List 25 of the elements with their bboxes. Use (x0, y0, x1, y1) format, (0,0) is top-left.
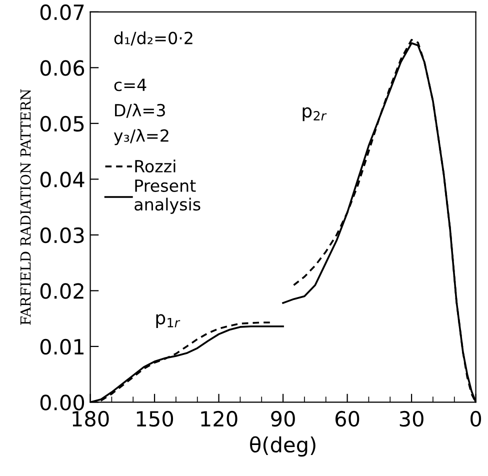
y-tick-label: 0.07 (40, 4, 84, 20)
y-tick-label: 0.06 (40, 60, 84, 76)
legend-label: Rozzi (135, 160, 176, 173)
annotation: p$_{2r}$ (302, 107, 327, 122)
annotation: p$_{1r}$ (156, 314, 180, 328)
y-tick-label: 0.04 (40, 172, 84, 188)
x-tick-label: 30 (400, 410, 424, 427)
y-axis-title: FARFIELD RADIATION PATTERN (20, 89, 31, 325)
y-tick-label: 0.02 (40, 283, 84, 299)
x-axis-title: θ(deg) (250, 436, 316, 457)
y-tick-label: 0.00 (40, 394, 84, 410)
y-tick-label: 0.01 (40, 338, 84, 355)
annotation: d₁/d₂=0·2 (114, 31, 192, 46)
x-tick-label: 120 (201, 410, 238, 427)
annotation: y₃/λ=2 (114, 128, 168, 146)
annotation: D/λ=3 (115, 104, 165, 118)
x-tick-label: 0 (470, 410, 482, 427)
x-tick-label: 90 (271, 410, 295, 427)
x-tick-label: 150 (136, 410, 174, 427)
y-tick-label: 0.03 (40, 227, 84, 244)
annotation: c=4 (114, 78, 146, 92)
legend-label: Present analysis (134, 180, 200, 214)
y-tick-label: 0.05 (40, 116, 84, 132)
x-tick-label: 180 (72, 410, 109, 427)
x-tick-label: 60 (335, 410, 360, 427)
